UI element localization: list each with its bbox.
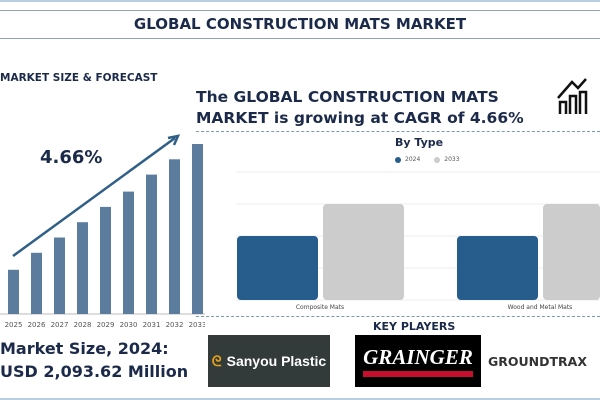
bar-wood-and-metal-mats-2024	[457, 236, 538, 300]
arrow-head	[167, 134, 181, 146]
bar-2032	[169, 159, 180, 314]
trend-arrow	[12, 136, 176, 258]
house-chart-icon	[557, 78, 588, 114]
bottom-border	[0, 398, 600, 400]
category-label: Wood and Metal Mats	[508, 304, 573, 311]
tick-label: 2026	[28, 321, 46, 329]
logo-sanyou-plastic: ᘓ Sanyou Plastic	[208, 335, 330, 387]
bar-2030	[123, 191, 134, 314]
logo-text: GROUNDTRAX	[488, 353, 587, 369]
tick-label: 2025	[5, 321, 23, 329]
tick-label: 2030	[120, 321, 138, 329]
legend-item-2024: 2024	[395, 156, 420, 163]
divider	[196, 316, 600, 317]
headline: The GLOBAL CONSTRUCTION MATS MARKET is g…	[196, 88, 524, 127]
category-label: Composite Mats	[296, 304, 344, 311]
logo-stripe	[363, 371, 473, 377]
top-border	[0, 0, 600, 2]
legend-label: 2024	[405, 156, 421, 163]
chart-title: By Type	[395, 136, 444, 149]
tick-label: 2029	[97, 321, 115, 329]
legend-label: 2033	[444, 156, 460, 163]
logo-text: Sanyou Plastic	[226, 353, 327, 369]
legend-dot	[395, 156, 401, 163]
legend-dot	[434, 156, 441, 163]
bar-2028	[77, 222, 88, 314]
section-label: MARKET SIZE & FORECAST	[0, 72, 158, 84]
tick-label: 2031	[143, 321, 161, 329]
market-size-label: Market Size, 2024:	[0, 339, 169, 358]
bar-2026	[31, 252, 42, 314]
key-players-label: KEY PLAYERS	[373, 320, 456, 333]
bar-wood-and-metal-mats-2033	[543, 204, 600, 300]
bar-2029	[100, 206, 111, 314]
page-title: GLOBAL CONSTRUCTION MATS MARKET	[0, 10, 600, 39]
tick-label: 2033	[189, 321, 205, 329]
logo-groundtrax: GROUNDTRAX	[488, 335, 598, 387]
forecast-chart: 2025 2026 2027 2028 2029 2030 2031 2032 2033	[0, 134, 205, 329]
logo-grainger: GRAINGER	[355, 335, 481, 387]
bar-composite-mats-2033	[323, 204, 404, 300]
tick-label: 2028	[74, 321, 92, 329]
market-size-value: USD 2,093.62 Million	[0, 362, 189, 381]
bar-2027	[54, 237, 65, 314]
bar-composite-mats-2024	[237, 236, 318, 300]
by-type-chart: Composite Mats Wood and Metal Mats	[236, 171, 600, 311]
tick-label: 2027	[51, 321, 69, 329]
tick-label: 2032	[166, 321, 184, 329]
bar-2031	[146, 174, 157, 314]
market-size: Market Size, 2024: USD 2,093.62 Million	[0, 337, 188, 383]
sanyou-emblem-icon: ᘓ	[211, 352, 222, 369]
divider	[196, 131, 600, 132]
bar-2025	[8, 269, 19, 314]
logo-text: GRAINGER	[363, 345, 473, 369]
cagr-value: 4.66%	[40, 147, 103, 168]
bar-2033	[192, 144, 203, 314]
legend-item-2033: 2033	[434, 156, 460, 163]
legend: 2024 2033	[395, 156, 460, 163]
